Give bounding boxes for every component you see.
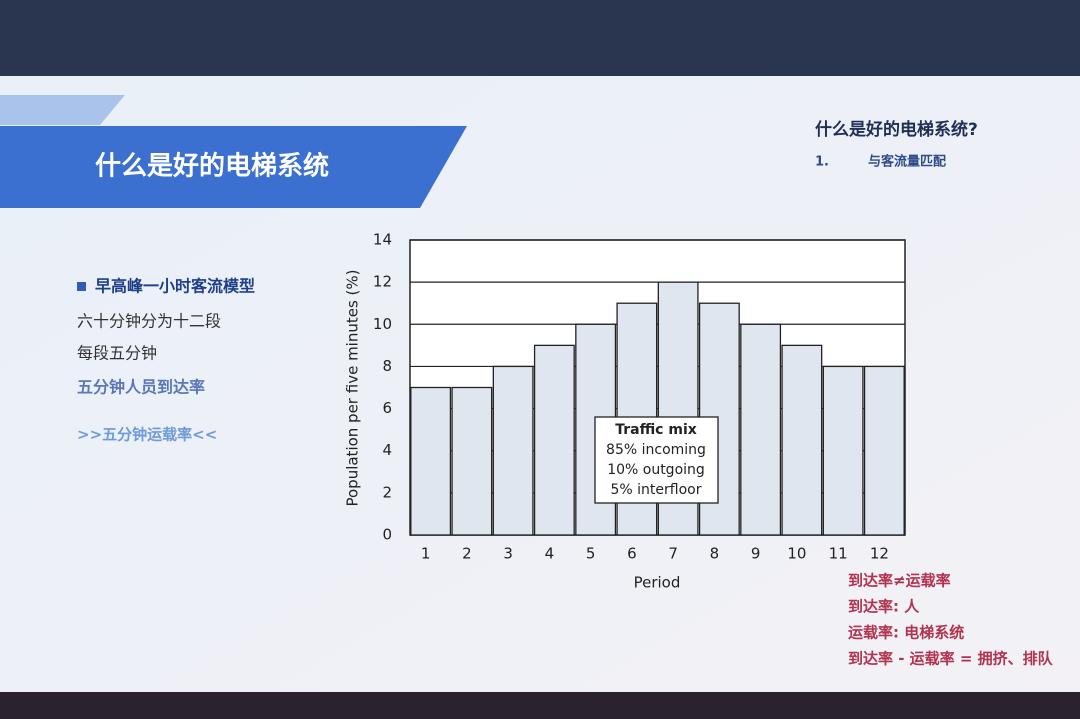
bullet: 早高峰一小时客流模型 <box>95 277 255 296</box>
x-tick-label: 5 <box>586 545 596 563</box>
conclusion: 到达率 - 运载率 = 拥挤、排队 <box>848 650 1054 668</box>
bar <box>822 365 864 536</box>
bar <box>451 386 493 536</box>
note: 每段五分钟 <box>77 344 157 363</box>
bar <box>781 344 823 536</box>
y-tick-label: 2 <box>382 483 392 501</box>
banner-accent <box>0 95 125 125</box>
note: 六十分钟分为十二段 <box>77 312 221 331</box>
y-tick-label: 10 <box>373 315 392 333</box>
y-tick-label: 4 <box>382 441 392 459</box>
x-tick-label: 7 <box>668 545 678 563</box>
item-text: 与客流量匹配 <box>868 154 946 170</box>
annotation-title: Traffic mix <box>615 422 697 438</box>
x-tick-label: 11 <box>829 545 848 563</box>
bullet-square <box>77 282 86 291</box>
conclusion: 运载率: 电梯系统 <box>848 624 964 642</box>
emphasis: >>五分钟运载率<< <box>77 426 217 444</box>
stage-top <box>0 0 1080 80</box>
conclusion: 到达率: 人 <box>848 598 920 616</box>
x-tick-label: 4 <box>545 545 555 563</box>
right-heading: 什么是好的电梯系统? <box>815 119 978 140</box>
annotation-line: 5% interfloor <box>611 482 702 498</box>
item-number: 1. <box>815 155 829 170</box>
y-tick-label: 6 <box>382 399 392 417</box>
x-tick-label: 6 <box>627 545 637 563</box>
annotation-box <box>594 416 719 504</box>
x-tick-label: 3 <box>503 545 513 563</box>
x-tick-label: 2 <box>462 545 472 563</box>
y-tick-label: 0 <box>382 526 392 544</box>
y-tick-label: 14 <box>373 231 392 249</box>
bar <box>533 344 575 536</box>
y-axis-label: Population per five minutes (%) <box>344 269 362 506</box>
bar <box>863 365 905 536</box>
title-banner <box>0 126 467 208</box>
bar <box>492 365 534 536</box>
slide-title: 什么是好的电梯系统 <box>95 151 329 182</box>
y-tick-label: 8 <box>382 357 392 375</box>
stage-bottom <box>0 692 1080 719</box>
bar <box>740 323 782 536</box>
annotation-line: 10% outgoing <box>607 462 705 478</box>
x-tick-label: 9 <box>751 545 761 563</box>
x-tick-label: 1 <box>421 545 431 563</box>
y-tick-label: 12 <box>373 273 392 291</box>
x-axis-label: Period <box>634 574 681 592</box>
x-tick-label: 12 <box>870 545 889 563</box>
x-tick-label: 8 <box>710 545 720 563</box>
x-tick-label: 10 <box>787 545 806 563</box>
conclusion: 到达率≠运载率 <box>848 572 951 590</box>
highlight: 五分钟人员到达率 <box>77 378 205 397</box>
bar <box>410 386 452 536</box>
annotation-line: 85% incoming <box>606 442 706 458</box>
